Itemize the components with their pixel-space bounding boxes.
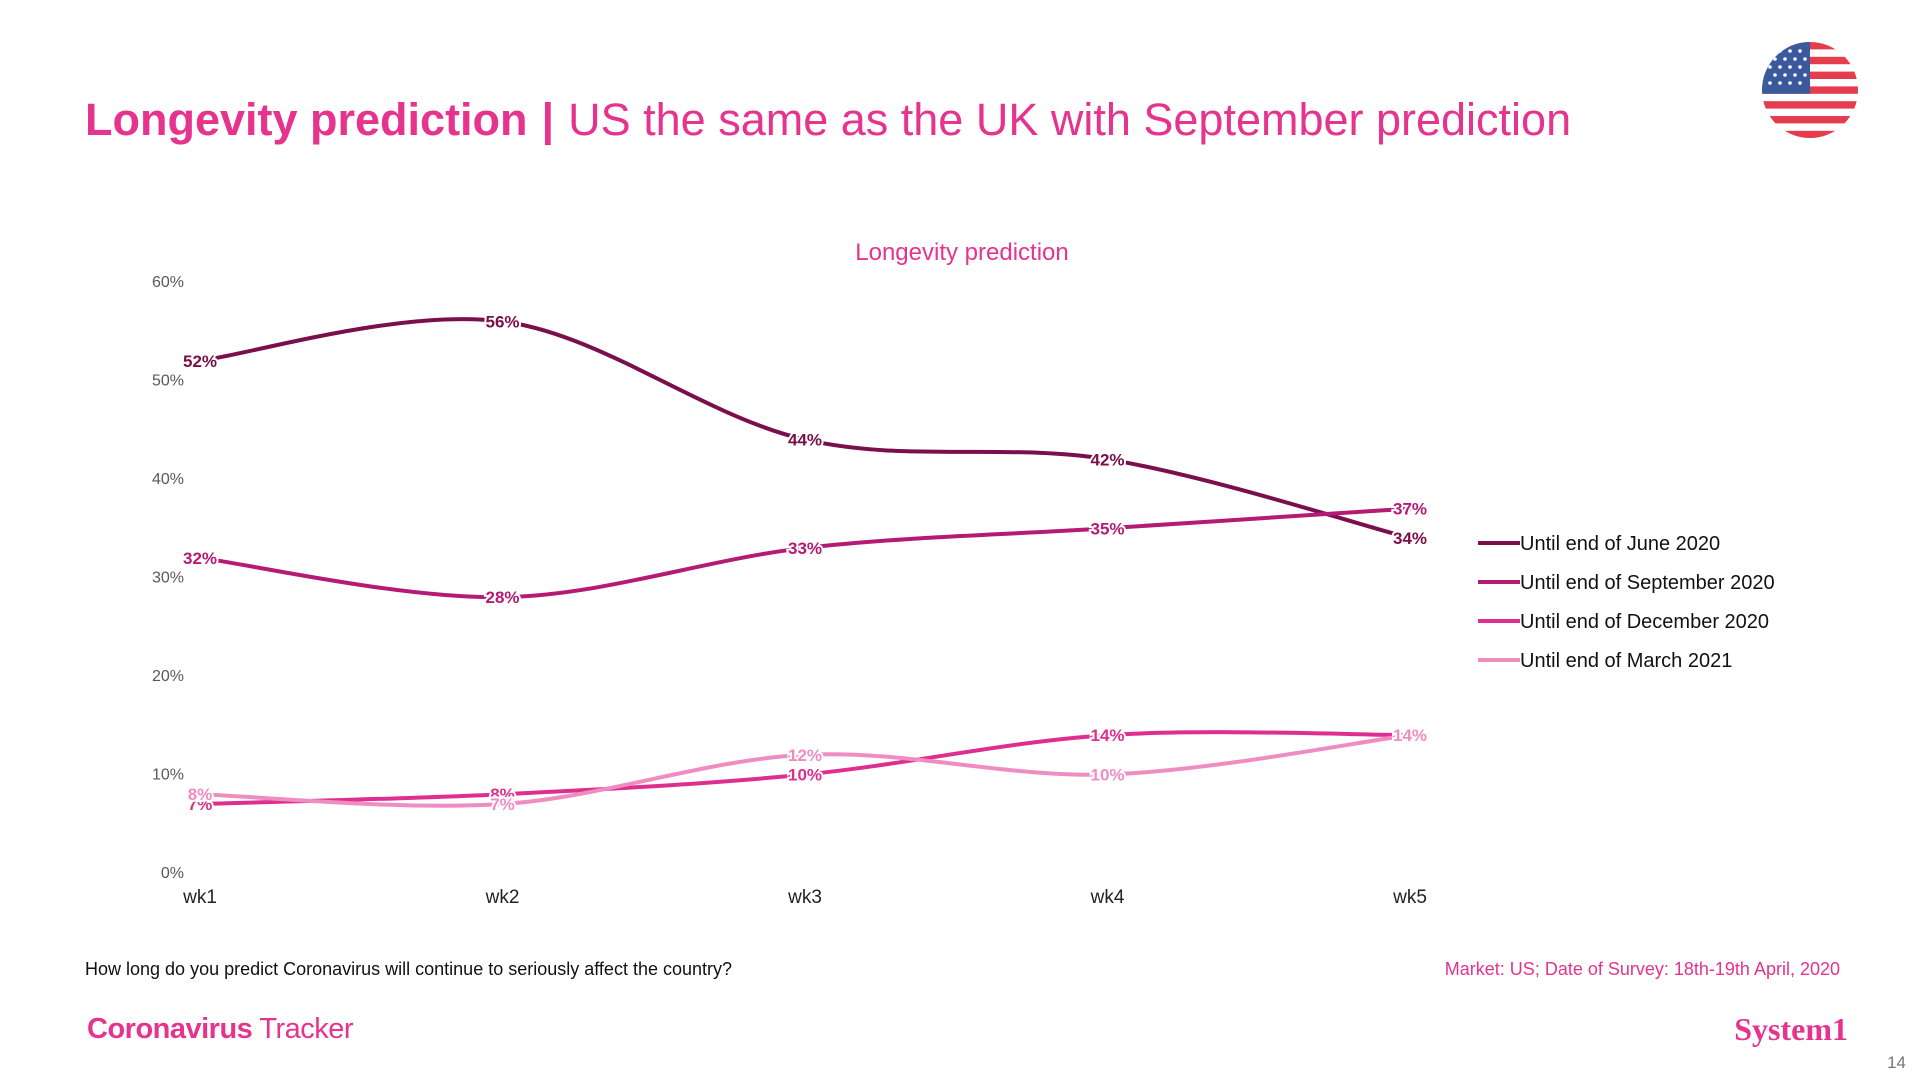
coronavirus-tracker-logo: Coronavirus Tracker (87, 1013, 354, 1046)
data-label: 42% (1090, 450, 1124, 469)
data-label: 56% (485, 312, 519, 331)
brand-tracker: Tracker (259, 1013, 354, 1045)
x-tick-label: wk4 (1090, 887, 1125, 908)
x-tick-label: wk3 (787, 887, 822, 908)
system1-logo: System1 (1734, 1011, 1848, 1047)
data-label: 12% (788, 746, 822, 765)
data-label: 10% (1090, 766, 1124, 785)
data-label: 8% (188, 785, 213, 804)
data-label: 14% (1090, 726, 1124, 745)
y-tick-label: 20% (152, 668, 184, 685)
series-line-until-end-of-march-2021 (198, 733, 1412, 808)
y-tick-label: 50% (152, 373, 184, 390)
data-label: 7% (490, 795, 515, 814)
data-label: 37% (1393, 500, 1427, 519)
data-label: 7% (188, 795, 213, 814)
y-tick-label: 30% (152, 570, 184, 587)
series-line-until-end-of-december-2020 (198, 730, 1412, 807)
data-label: 52% (183, 352, 217, 371)
legend-label: Until end of September 2020 (1520, 572, 1775, 594)
slide-title-separator: | (541, 94, 555, 145)
market-info: Market: US; Date of Survey: 18th-19th Ap… (1444, 959, 1840, 979)
series-line-until-end-of-september-2020 (198, 506, 1412, 600)
legend-label: Until end of June 2020 (1520, 533, 1720, 555)
data-label: 44% (788, 431, 822, 450)
y-tick-label: 40% (152, 471, 184, 488)
slide-title-subtitle: US the same as the UK with September pre… (568, 94, 1572, 145)
chart-title: Longevity prediction (855, 239, 1068, 266)
x-tick-label: wk1 (182, 887, 217, 908)
x-tick-label: wk5 (1392, 887, 1427, 908)
data-label: 35% (1090, 519, 1124, 538)
us-flag-icon (1762, 42, 1858, 138)
data-label: 32% (183, 549, 217, 568)
data-label: 8% (490, 785, 515, 804)
y-tick-label: 0% (161, 865, 184, 882)
data-label: 10% (788, 766, 822, 785)
data-label: 14% (1393, 726, 1427, 745)
brand-coronavirus: Coronavirus (87, 1013, 253, 1045)
y-tick-label: 60% (152, 274, 184, 291)
data-label: 33% (788, 539, 822, 558)
data-label: 28% (485, 588, 519, 607)
page-number: 14 (1887, 1053, 1906, 1072)
x-tick-label: wk2 (485, 887, 520, 908)
data-label: 14% (1393, 726, 1427, 745)
legend-label: Until end of March 2021 (1520, 650, 1732, 672)
slide-title: Longevity prediction | US the same as the … (85, 92, 1571, 148)
legend-label: Until end of December 2020 (1520, 611, 1769, 633)
slide-title-bold: Longevity prediction (85, 94, 528, 145)
series-line-until-end-of-june-2020 (198, 317, 1412, 541)
survey-question: How long do you predict Coronavirus will… (85, 959, 733, 979)
y-tick-label: 10% (152, 767, 184, 784)
data-label: 34% (1393, 529, 1427, 548)
